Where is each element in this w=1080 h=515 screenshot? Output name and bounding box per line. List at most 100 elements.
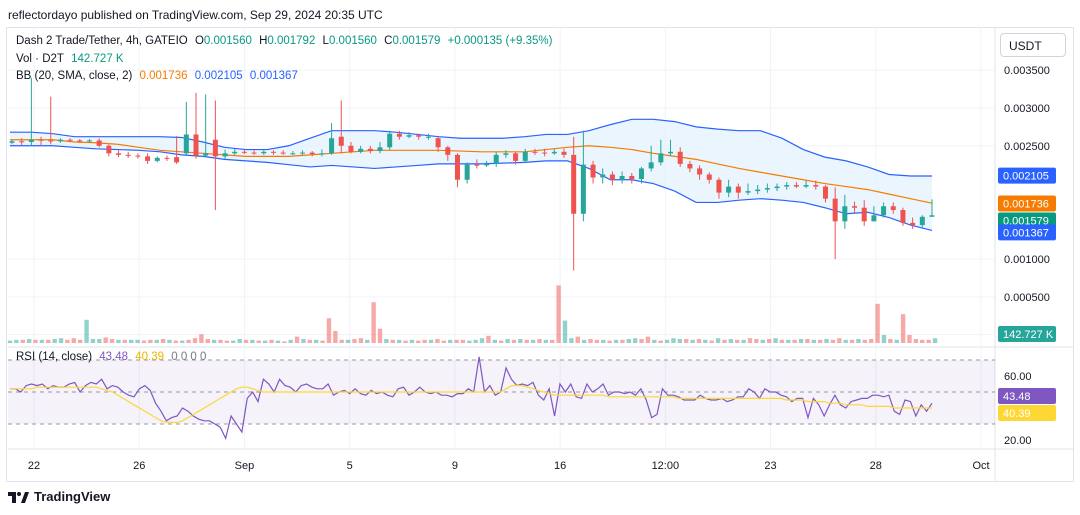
price-badge-bg [998, 167, 1056, 184]
volume-bar [856, 339, 861, 343]
volume-bar [792, 339, 797, 343]
candle-body [493, 154, 499, 164]
volume-bar [84, 319, 89, 343]
price-tick-label: 0.001000 [1004, 254, 1050, 266]
legend-open: 0.001560 [203, 35, 252, 47]
candle-body [735, 186, 741, 193]
tradingview-brand: TradingView [34, 489, 111, 504]
volume-bar [237, 339, 242, 343]
volume-bar [837, 338, 842, 343]
volume-bar [365, 339, 370, 343]
volume-bar [645, 336, 651, 343]
volume-bar [524, 339, 529, 343]
volume-bar [594, 339, 600, 343]
candle-body [803, 185, 809, 187]
legend-bb: BB (20, SMA, close, 2) 0.001736 0.002105… [16, 70, 302, 82]
bb-label: BB (20, SMA, close, 2) [16, 70, 133, 82]
volume-bar [817, 339, 823, 343]
volume-bar [760, 339, 765, 343]
bb-lower-line [10, 145, 933, 231]
candle-body [910, 222, 916, 226]
candle-body [726, 186, 732, 193]
volume-bar [467, 340, 472, 343]
candle-body [551, 151, 557, 154]
legend-o-label: O [194, 35, 204, 47]
volume-bar [129, 339, 134, 343]
volume-bar [377, 328, 383, 343]
candle-body [358, 148, 364, 152]
candle-body [580, 164, 586, 214]
volume-bar [26, 339, 32, 343]
volume-bar [262, 340, 268, 343]
volume-bar [435, 339, 440, 343]
volume-bar [709, 340, 714, 343]
volume-bar [824, 339, 829, 343]
volume-bar [14, 339, 19, 343]
volume-bar [913, 339, 919, 343]
volume-bar [620, 339, 625, 343]
volume-bar [352, 339, 357, 343]
volume-bar [371, 302, 376, 343]
currency-button[interactable]: USDT [1000, 33, 1066, 57]
time-tick-label: 5 [347, 460, 353, 472]
candle-body [232, 151, 238, 154]
tradingview-logo: TradingView [8, 489, 110, 504]
candle-body [9, 141, 15, 143]
candle-body [212, 139, 218, 157]
price-tick-label: 0.000500 [1004, 292, 1050, 304]
price-tick-label: 0.003500 [1004, 65, 1050, 77]
volume-bar [684, 339, 689, 343]
volume-bar [843, 339, 848, 343]
candle-body [745, 191, 751, 193]
volume-bar [639, 339, 644, 343]
price-badge-bg [998, 195, 1056, 212]
volume-bar [658, 340, 663, 343]
volume-bar [345, 339, 351, 343]
volume-badge-bg [998, 326, 1056, 342]
rsi-ma-badge: 40.39 [1003, 408, 1031, 420]
volume-bar [569, 338, 574, 343]
price-badge: 0.001736 [1003, 199, 1049, 211]
volume-bar [282, 341, 287, 343]
volume-bar [148, 339, 153, 343]
volume-bar [894, 339, 899, 343]
candle-body [116, 153, 122, 155]
volume-bar [677, 339, 683, 343]
rsi-ma-line [10, 385, 932, 423]
candle-body [425, 136, 431, 138]
rsi-tick-label: 60.00 [1004, 371, 1032, 383]
candle-body [590, 164, 596, 178]
time-tick-label: Oct [972, 460, 989, 472]
bb-lower-value: 0.001367 [249, 70, 298, 82]
volume-bar [454, 339, 459, 343]
volume-bar [900, 314, 906, 343]
volume-bar [581, 339, 587, 343]
candle-body [793, 185, 799, 187]
volume-bar [537, 339, 542, 343]
volume-bar [479, 338, 485, 343]
volume-bar [122, 339, 128, 343]
candle-body [367, 148, 373, 152]
volume-bar [109, 339, 115, 343]
candle-body [784, 185, 790, 187]
candle-body [435, 138, 441, 148]
chart-frame [6, 27, 1074, 482]
volume-bar [97, 339, 102, 343]
candle-body [600, 174, 606, 178]
volume-bar [116, 339, 121, 343]
volume-bar [224, 340, 230, 343]
candle-body [464, 164, 470, 180]
candle-body [638, 168, 644, 180]
rsi-extra: 0 0 0 0 [171, 351, 207, 363]
price-badge-bg [998, 224, 1056, 241]
candle-body [193, 134, 199, 156]
volume-bar [530, 339, 536, 343]
rsi-badge: 43.48 [1003, 391, 1031, 403]
legend-symbol: Dash 2 Trade/Tether, 4h, GATEIO [16, 35, 188, 47]
volume-bar [416, 340, 421, 343]
candle-body [19, 141, 25, 143]
candle-body [203, 153, 209, 156]
volume-bar [231, 340, 236, 343]
volume-bar [652, 339, 657, 343]
